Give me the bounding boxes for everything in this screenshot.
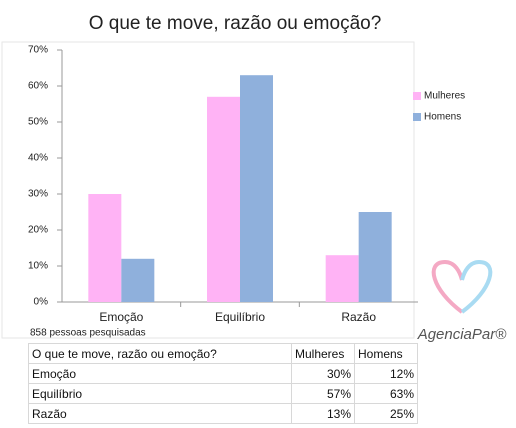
legend-swatch <box>413 113 421 121</box>
annotation: 858 pessoas pesquisadas <box>30 328 146 339</box>
y-tick-label: 60% <box>28 81 48 92</box>
logo-heart-left <box>431 259 464 314</box>
chart-frame <box>1 41 415 339</box>
table-cell: Homens <box>354 343 418 364</box>
legend-swatch <box>413 92 421 100</box>
table-cell: 57% <box>291 383 355 404</box>
table-cell: O que te move, razão ou emoção? <box>28 343 292 364</box>
table-cell: 13% <box>291 403 355 424</box>
table-cell: Equilíbrio <box>28 383 292 404</box>
y-tick-label: 30% <box>28 189 48 200</box>
logo: AgenciaPar® <box>417 326 508 343</box>
legend-label: Mulheres <box>424 91 465 102</box>
table-row: Equilíbrio 57% 63% <box>28 383 418 404</box>
table-cell: 25% <box>354 403 418 424</box>
y-tick-label: 50% <box>28 117 48 128</box>
legend-label: Homens <box>424 112 461 123</box>
bar <box>207 96 240 302</box>
table-cell: Razão <box>28 403 292 424</box>
table-cell: Mulheres <box>291 343 355 364</box>
table-row: O que te move, razão ou emoção? Mulheres H… <box>28 343 418 364</box>
table-cell: Emoção <box>28 363 292 384</box>
bar <box>121 258 155 302</box>
logo-heart-right <box>460 259 493 314</box>
table-row: Emoção 30% 12% <box>28 363 418 384</box>
y-tick-label: 20% <box>28 225 48 236</box>
table-cell: 63% <box>354 383 418 404</box>
y-tick-label: 70% <box>28 45 48 56</box>
bar <box>358 212 392 302</box>
table-cell: 12% <box>354 363 418 384</box>
y-tick-label: 40% <box>28 153 48 164</box>
bar <box>325 255 359 302</box>
bar <box>240 75 273 302</box>
data-table: O que te move, razão ou emoção? Mulheres H… <box>28 343 418 424</box>
y-tick-label: 0% <box>34 297 49 308</box>
x-tick-label: Emoção <box>99 310 143 324</box>
bar <box>88 194 122 302</box>
x-tick-label: Razão <box>341 310 376 324</box>
chart-title: O que te move, razão ou emoção? <box>89 13 382 34</box>
table-row: Razão 13% 25% <box>28 403 418 424</box>
x-tick-label: Equilíbrio <box>215 310 265 324</box>
y-tick-label: 10% <box>28 261 48 272</box>
table-cell: 30% <box>291 363 355 384</box>
